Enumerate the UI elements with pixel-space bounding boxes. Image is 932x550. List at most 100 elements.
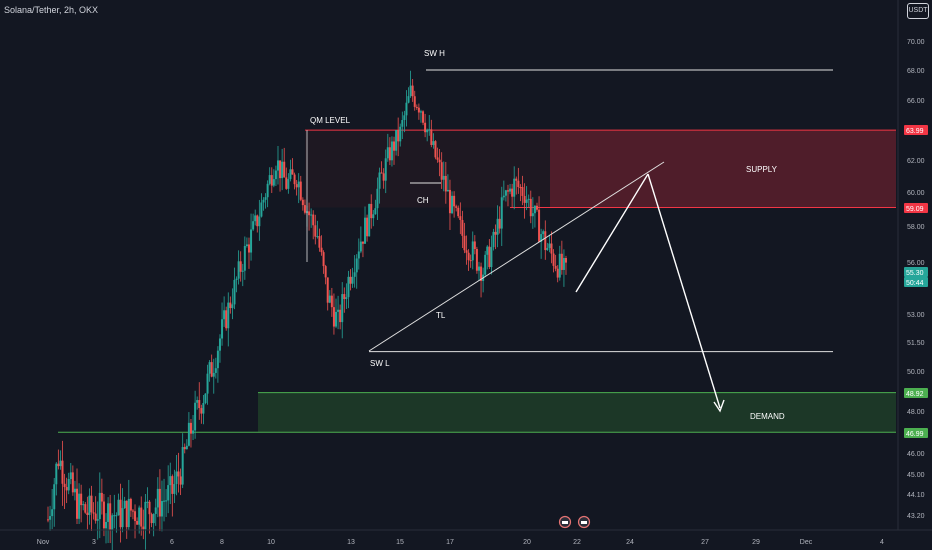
- candle-body: [210, 362, 213, 377]
- candle-body: [78, 493, 81, 519]
- candle-body: [515, 178, 518, 181]
- candle-body: [189, 422, 192, 434]
- candle-body: [374, 208, 377, 215]
- candle-body: [533, 205, 536, 214]
- candle-body: [430, 129, 433, 145]
- projection-arrowhead: [713, 399, 725, 413]
- candle-body: [538, 209, 541, 242]
- candle-body: [361, 241, 364, 244]
- price-tick-label: 62.00: [907, 158, 925, 165]
- candle-body: [442, 175, 445, 180]
- candle-body: [152, 513, 155, 524]
- candle-body: [480, 266, 483, 281]
- candle-body: [355, 258, 358, 273]
- price-tick-label: 50.00: [907, 369, 925, 376]
- candle-body: [488, 246, 491, 268]
- candle-body: [158, 488, 161, 517]
- time-tick-label: 13: [347, 539, 355, 546]
- candle-body: [506, 190, 509, 192]
- candle-body: [109, 503, 112, 531]
- candle-body: [556, 268, 559, 278]
- candle-body: [397, 130, 400, 142]
- candle-body: [252, 221, 255, 230]
- price-axis[interactable]: 70.0068.0066.0064.0062.0060.0058.0056.00…: [897, 0, 928, 530]
- candle-body: [65, 487, 68, 491]
- candle-body: [492, 231, 495, 248]
- candle-body: [444, 175, 447, 192]
- candle-body: [260, 202, 263, 217]
- candle-body: [231, 304, 234, 309]
- price-tick-label: 58.00: [907, 224, 925, 231]
- candle-body: [144, 501, 147, 530]
- candles-layer: [47, 70, 567, 550]
- currency-button[interactable]: USDT: [907, 3, 929, 19]
- candle-body: [301, 199, 304, 206]
- candle-body: [328, 295, 331, 303]
- event-marker-glyph: [581, 521, 587, 524]
- candle-body: [401, 120, 404, 127]
- candle-body: [154, 507, 157, 514]
- candle-body: [175, 471, 178, 485]
- candle-body: [523, 195, 526, 203]
- candle-body: [546, 247, 549, 251]
- candle-body: [345, 297, 348, 300]
- candle-body: [117, 499, 120, 516]
- price-badge-label: 48.92: [906, 391, 924, 398]
- candle-body: [390, 141, 393, 161]
- price-badge: [904, 428, 928, 438]
- candle-body: [256, 215, 259, 227]
- annotation-label: CH: [417, 196, 429, 205]
- candle-body: [422, 111, 425, 123]
- candle-body: [293, 174, 296, 185]
- candle-body: [297, 181, 300, 188]
- candle-body: [432, 141, 435, 145]
- candle-body: [357, 251, 360, 259]
- candle-body: [378, 172, 381, 189]
- candle-body: [316, 236, 319, 238]
- candle-body: [295, 184, 298, 188]
- candle-body: [314, 225, 317, 237]
- candle-body: [459, 216, 462, 221]
- candle-body: [436, 157, 439, 160]
- candle-body: [262, 199, 265, 203]
- candle-body: [330, 295, 333, 308]
- candle-body: [517, 180, 520, 188]
- candle-body: [237, 261, 240, 279]
- candle-body: [473, 241, 476, 250]
- candle-body: [102, 501, 105, 529]
- demand-zone: [258, 392, 896, 433]
- candle-body: [448, 189, 451, 214]
- candle-body: [127, 498, 130, 528]
- candle-body: [268, 175, 271, 184]
- candle-body: [413, 96, 416, 107]
- candle-body: [475, 249, 478, 271]
- candle-body: [504, 190, 507, 196]
- candle-body: [94, 513, 97, 521]
- price-badge-label: 59.09: [906, 206, 924, 213]
- candle-body: [206, 373, 209, 394]
- candle-body: [477, 266, 480, 271]
- candle-body: [49, 516, 52, 520]
- candle-body: [565, 258, 567, 263]
- annotation-label: DEMAND: [750, 412, 785, 421]
- candle-body: [55, 463, 58, 485]
- candle-body: [511, 188, 514, 197]
- candle-body: [105, 521, 108, 529]
- price-tick-label: 53.00: [907, 312, 925, 319]
- candle-body: [194, 402, 197, 431]
- candle-body: [368, 203, 371, 237]
- candle-body: [490, 247, 493, 268]
- candle-body: [540, 234, 543, 242]
- candle-body: [169, 476, 172, 486]
- candle-body: [73, 488, 76, 493]
- candle-body: [80, 493, 83, 506]
- candle-body: [407, 96, 410, 103]
- candle-body: [380, 172, 383, 174]
- event-markers[interactable]: [558, 515, 591, 529]
- candle-body: [446, 189, 449, 192]
- time-axis[interactable]: Nov 3 6 8 10 13 15 17 20 22 24 27 29 Dec 4: [0, 529, 932, 546]
- time-tick-label: Nov: [37, 539, 50, 546]
- candle-body: [463, 235, 466, 251]
- candle-body: [264, 197, 267, 200]
